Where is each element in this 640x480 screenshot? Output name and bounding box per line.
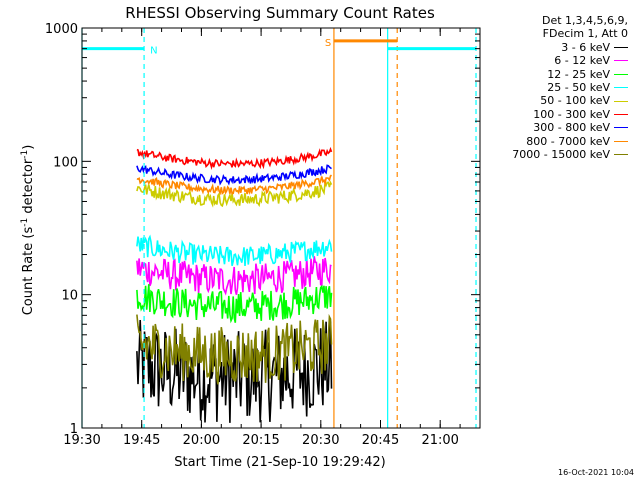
series-line-5 <box>136 146 333 171</box>
legend-swatch-3 <box>614 87 628 89</box>
legend-swatch-6 <box>614 127 628 129</box>
x-tick-label-0: 19:30 <box>63 433 100 448</box>
y-axis-label-part-a: Count Rate (s <box>21 227 36 316</box>
plot-area: NS <box>81 28 477 428</box>
y-tick-label-3: 1000 <box>45 22 78 37</box>
series-line-8 <box>136 313 333 385</box>
legend-label-1: 6 - 12 keV <box>554 54 610 68</box>
x-tick-label-4: 20:30 <box>302 433 339 448</box>
legend-label-7: 800 - 7000 keV <box>526 134 610 148</box>
legend-swatch-5 <box>614 114 628 116</box>
legend-header-2: FDecim 1, Att 0 <box>478 27 628 40</box>
legend-swatch-1 <box>614 60 628 62</box>
legend-entry-8: 7000 - 15000 keV <box>478 148 628 161</box>
y-tick-label-2: 100 <box>53 155 78 170</box>
legend-entry-3: 25 - 50 keV <box>478 81 628 94</box>
legend-entry-2: 12 - 25 keV <box>478 68 628 81</box>
x-tick-label-3: 20:15 <box>242 433 279 448</box>
legend-label-0: 3 - 6 keV <box>561 40 610 54</box>
legend-entry-5: 100 - 300 keV <box>478 108 628 121</box>
legend-swatch-7 <box>614 140 628 142</box>
flag-label-s: S <box>325 38 331 49</box>
y-tick-label-0: 1 <box>70 422 78 437</box>
legend-header-1: Det 1,3,4,5,6,9, <box>478 14 628 27</box>
legend: Det 1,3,4,5,6,9, FDecim 1, Att 0 3 - 6 k… <box>478 14 628 161</box>
legend-header-line-2: FDecim 1, Att 0 <box>542 27 628 41</box>
legend-label-2: 12 - 25 keV <box>547 67 610 81</box>
timestamp: 16-Oct-2021 10:04 <box>558 468 634 477</box>
y-tick-label-1: 10 <box>61 289 78 304</box>
y-axis-label-sup2: -1 <box>20 150 30 159</box>
series-line-1 <box>136 256 332 296</box>
flag-label-n: N <box>150 46 157 57</box>
legend-entry-0: 3 - 6 keV <box>478 41 628 54</box>
y-axis-label-part-c: ) <box>21 145 36 150</box>
series-line-4 <box>136 180 333 208</box>
y-axis-label: Count Rate (s-1 detector-1) <box>20 145 36 316</box>
legend-entry-7: 800 - 7000 keV <box>478 135 628 148</box>
x-tick-label-2: 20:00 <box>183 433 220 448</box>
axes: 19:30 19:45 20:00 20:15 20:30 20:45 21:00 1 10 10… <box>45 22 481 448</box>
legend-header-line-1: Det 1,3,4,5,6,9, <box>541 14 628 27</box>
legend-label-6: 300 - 800 keV <box>533 121 610 135</box>
legend-label-8: 7000 - 15000 keV <box>512 148 610 162</box>
y-axis-label-part-b: detector <box>21 158 36 218</box>
x-tick-label-5: 20:45 <box>362 433 399 448</box>
series-line-7 <box>136 174 333 196</box>
legend-items: 3 - 6 keV 6 - 12 keV 12 - 25 keV 25 - 50 ke… <box>478 41 628 162</box>
legend-swatch-2 <box>614 73 628 75</box>
legend-swatch-8 <box>614 154 628 156</box>
series-line-6 <box>136 164 332 186</box>
x-axis-label: Start Time (21-Sep-10 19:29:42) <box>174 455 385 470</box>
legend-entry-1: 6 - 12 keV <box>478 54 628 67</box>
series-line-3 <box>136 234 333 266</box>
y-axis-label-sup1: -1 <box>20 218 30 227</box>
legend-swatch-4 <box>614 100 628 102</box>
legend-entry-4: 50 - 100 keV <box>478 94 628 107</box>
chart-title: RHESSI Observing Summary Count Rates <box>125 4 435 22</box>
x-tick-label-6: 21:00 <box>421 433 458 448</box>
legend-swatch-0 <box>614 47 628 49</box>
legend-label-4: 50 - 100 keV <box>540 94 610 108</box>
x-tick-label-1: 19:45 <box>123 433 160 448</box>
legend-label-5: 100 - 300 keV <box>533 107 610 121</box>
legend-entry-6: 300 - 800 keV <box>478 121 628 134</box>
series-line-2 <box>136 284 333 324</box>
legend-label-3: 25 - 50 keV <box>547 81 610 95</box>
